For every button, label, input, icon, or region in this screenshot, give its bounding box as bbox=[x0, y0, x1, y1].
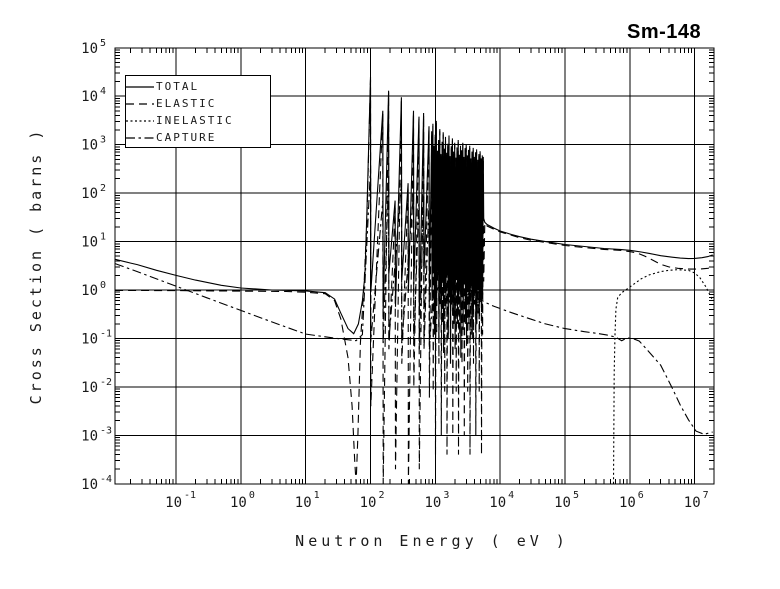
x-tick-label: 10 bbox=[230, 495, 247, 511]
legend-item-elastic: ELASTIC bbox=[126, 95, 270, 112]
y-tick-label: 10 bbox=[81, 89, 98, 105]
y-tick-label: 10 bbox=[81, 186, 98, 202]
y-tick-exponent: -3 bbox=[100, 425, 112, 436]
tick-labels: 10 510 410 310 210 110 010 -110 -210 -310 -410 -1 10… bbox=[81, 38, 709, 511]
y-tick-label: 10 bbox=[81, 380, 98, 396]
legend-item-label: TOTAL bbox=[156, 80, 200, 93]
x-tick-exponent: 1 bbox=[314, 490, 320, 501]
y-tick-exponent: -4 bbox=[100, 474, 112, 485]
x-tick-label: 10 bbox=[619, 495, 636, 511]
legend-item-label: CAPTURE bbox=[156, 131, 217, 144]
x-tick-label: 10 bbox=[489, 495, 506, 511]
legend-line-sample bbox=[126, 85, 154, 88]
curve-capture bbox=[115, 168, 713, 435]
minor-ticks bbox=[115, 47, 714, 485]
y-tick-label: 10 bbox=[81, 331, 98, 347]
y-tick-exponent: -2 bbox=[100, 377, 112, 388]
y-tick-exponent: -1 bbox=[100, 328, 112, 339]
y-tick-label: 10 bbox=[81, 283, 98, 299]
curve-inelastic bbox=[612, 269, 714, 484]
y-tick-exponent: 0 bbox=[100, 280, 106, 291]
legend-line-sample bbox=[126, 119, 154, 122]
y-tick-label: 10 bbox=[81, 138, 98, 154]
legend-item-inelastic: INELASTIC bbox=[126, 112, 270, 129]
legend-item-capture: CAPTURE bbox=[126, 129, 270, 146]
x-axis-label: Neutron Energy ( eV ) bbox=[295, 532, 569, 550]
legend-line-sample bbox=[126, 136, 154, 139]
y-tick-label: 10 bbox=[81, 428, 98, 444]
x-tick-label: 10 bbox=[424, 495, 441, 511]
curves bbox=[115, 76, 714, 484]
y-tick-label: 10 bbox=[81, 235, 98, 251]
x-tick-exponent: -1 bbox=[184, 490, 196, 501]
x-tick-exponent: 6 bbox=[638, 490, 644, 501]
x-tick-exponent: 4 bbox=[508, 490, 514, 501]
legend-item-total: TOTAL bbox=[126, 78, 270, 95]
x-tick-label: 10 bbox=[360, 495, 377, 511]
plot-frame bbox=[114, 47, 715, 485]
plot-border bbox=[114, 47, 715, 485]
x-tick-label: 10 bbox=[684, 495, 701, 511]
y-tick-exponent: 1 bbox=[100, 232, 106, 243]
plot-title: Sm-148 bbox=[627, 21, 702, 43]
y-tick-exponent: 4 bbox=[100, 86, 106, 97]
x-tick-exponent: 3 bbox=[443, 490, 449, 501]
x-tick-label: 10 bbox=[554, 495, 571, 511]
y-tick-exponent: 5 bbox=[100, 38, 106, 49]
x-tick-exponent: 2 bbox=[378, 490, 384, 501]
y-axis-label: Cross Section ( barns ) bbox=[27, 127, 45, 405]
x-tick-exponent: 7 bbox=[703, 490, 709, 501]
x-tick-exponent: 5 bbox=[573, 490, 579, 501]
y-tick-label: 10 bbox=[81, 41, 98, 57]
legend-line-sample bbox=[126, 102, 154, 105]
y-tick-exponent: 3 bbox=[100, 135, 106, 146]
legend: TOTAL ELASTIC INELASTIC CAPTURE bbox=[125, 75, 271, 148]
x-tick-label: 10 bbox=[165, 495, 182, 511]
y-tick-label: 10 bbox=[81, 477, 98, 493]
legend-item-label: INELASTIC bbox=[156, 114, 234, 127]
x-tick-label: 10 bbox=[295, 495, 312, 511]
legend-item-label: ELASTIC bbox=[156, 97, 217, 110]
curve-elastic bbox=[115, 79, 713, 484]
y-tick-exponent: 2 bbox=[100, 183, 106, 194]
x-tick-exponent: 0 bbox=[249, 490, 255, 501]
